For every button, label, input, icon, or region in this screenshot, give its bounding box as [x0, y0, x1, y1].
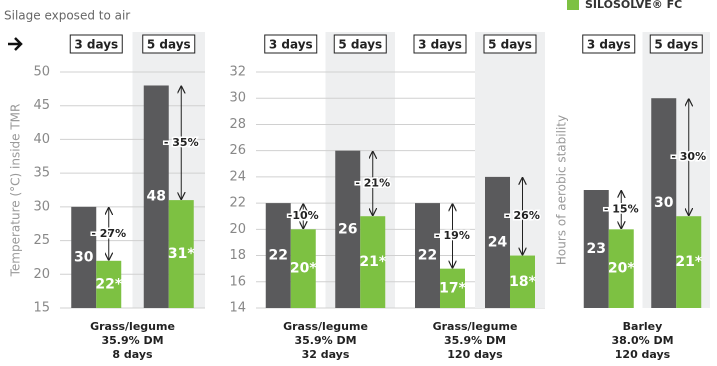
bar [510, 255, 535, 308]
y-axis-title: Hours of aerobic stability [555, 115, 569, 265]
value-label: 22* [95, 276, 122, 292]
x-axis-title: 35.9% DM [294, 334, 356, 347]
bar [485, 176, 510, 308]
category-label: 5 days [338, 38, 382, 52]
y-tick-label: 16 [229, 274, 246, 289]
bar [415, 203, 440, 308]
x-axis-title: Barley [623, 320, 663, 333]
bar [71, 206, 97, 308]
change-label: - 35% [164, 136, 199, 149]
bar [440, 268, 465, 308]
x-axis-title: 8 days [112, 348, 153, 361]
value-label: 22 [269, 248, 288, 264]
value-label: 21* [675, 254, 702, 270]
x-axis-title: 38.0% DM [611, 334, 673, 347]
change-label: - 21% [355, 176, 390, 189]
category-label: 3 days [269, 38, 313, 52]
change-label: - 26% [505, 209, 540, 222]
y-tick-label: 32 [229, 65, 246, 80]
change-label: - 30% [671, 150, 706, 163]
bar [676, 216, 702, 308]
category-box [142, 34, 196, 54]
value-label: 18* [509, 274, 536, 290]
legend-swatch [567, 0, 579, 10]
x-axis-title: 35.9% DM [444, 334, 506, 347]
bar [651, 98, 677, 308]
subtitle: Silage exposed to air [4, 9, 130, 23]
y-tick-label: 25 [33, 233, 50, 248]
legend-label: SILOSOLVE® FC [585, 0, 682, 11]
y-tick-label: 26 [229, 143, 246, 158]
x-axis-title: 120 days [447, 348, 503, 361]
y-tick-label: 20 [33, 267, 50, 282]
y-axis-title: Temperature (°C) inside TMR [9, 104, 23, 278]
category-box [413, 34, 467, 54]
change-label: - 19% [435, 229, 470, 242]
y-tick-label: 40 [33, 132, 50, 147]
category-label: 5 days [147, 38, 191, 52]
change-label: - 27% [91, 227, 126, 240]
category-box [69, 34, 123, 54]
y-tick-label: 20 [229, 222, 246, 237]
y-tick-label: 30 [33, 199, 50, 214]
category-box [264, 34, 318, 54]
value-label: 48 [147, 189, 166, 205]
value-label: 20* [290, 261, 317, 277]
x-axis-title: Grass/legume [283, 320, 368, 333]
value-label: 31* [168, 246, 195, 262]
bar [335, 150, 361, 308]
change-label: -10% [288, 209, 319, 222]
category-label: 3 days [74, 38, 118, 52]
bar [143, 85, 169, 308]
value-label: 17* [439, 280, 466, 296]
y-tick-label: 28 [229, 117, 246, 132]
value-label: 21* [359, 254, 386, 270]
y-tick-label: 50 [33, 65, 50, 80]
bar [290, 229, 316, 308]
value-label: 26 [338, 221, 357, 237]
value-label: 30 [74, 249, 94, 265]
category-label: 3 days [418, 38, 462, 52]
value-label: 23 [587, 241, 606, 257]
x-axis-title: Grass/legume [433, 320, 518, 333]
category-box [483, 34, 537, 54]
category-box [333, 34, 387, 54]
y-tick-label: 18 [229, 248, 246, 263]
y-tick-label: 24 [229, 169, 246, 184]
bar [583, 190, 609, 308]
bar [360, 216, 386, 308]
category-label: 5 days [654, 38, 698, 52]
y-tick-label: 22 [229, 196, 246, 211]
y-tick-label: 14 [229, 301, 246, 316]
bar [608, 229, 634, 308]
bar [168, 200, 194, 308]
bar [96, 260, 122, 308]
x-axis-title: 35.9% DM [101, 334, 163, 347]
pointer-arrow [8, 37, 23, 51]
x-axis-title: 120 days [615, 348, 671, 361]
value-label: 30 [654, 195, 674, 211]
x-axis-title: Grass/legume [90, 320, 175, 333]
category-box [649, 34, 703, 54]
value-label: 22 [418, 248, 437, 264]
category-label: 3 days [587, 38, 631, 52]
y-tick-label: 45 [33, 98, 50, 113]
change-label: - 15% [604, 203, 639, 216]
category-box [582, 34, 636, 54]
y-tick-label: 30 [229, 91, 246, 106]
value-label: 20* [608, 261, 635, 277]
value-label: 24 [488, 234, 508, 250]
category-label: 5 days [488, 38, 532, 52]
x-axis-title: 32 days [302, 348, 350, 361]
y-tick-label: 35 [33, 166, 50, 181]
bar [265, 203, 291, 308]
y-tick-label: 15 [33, 301, 50, 316]
